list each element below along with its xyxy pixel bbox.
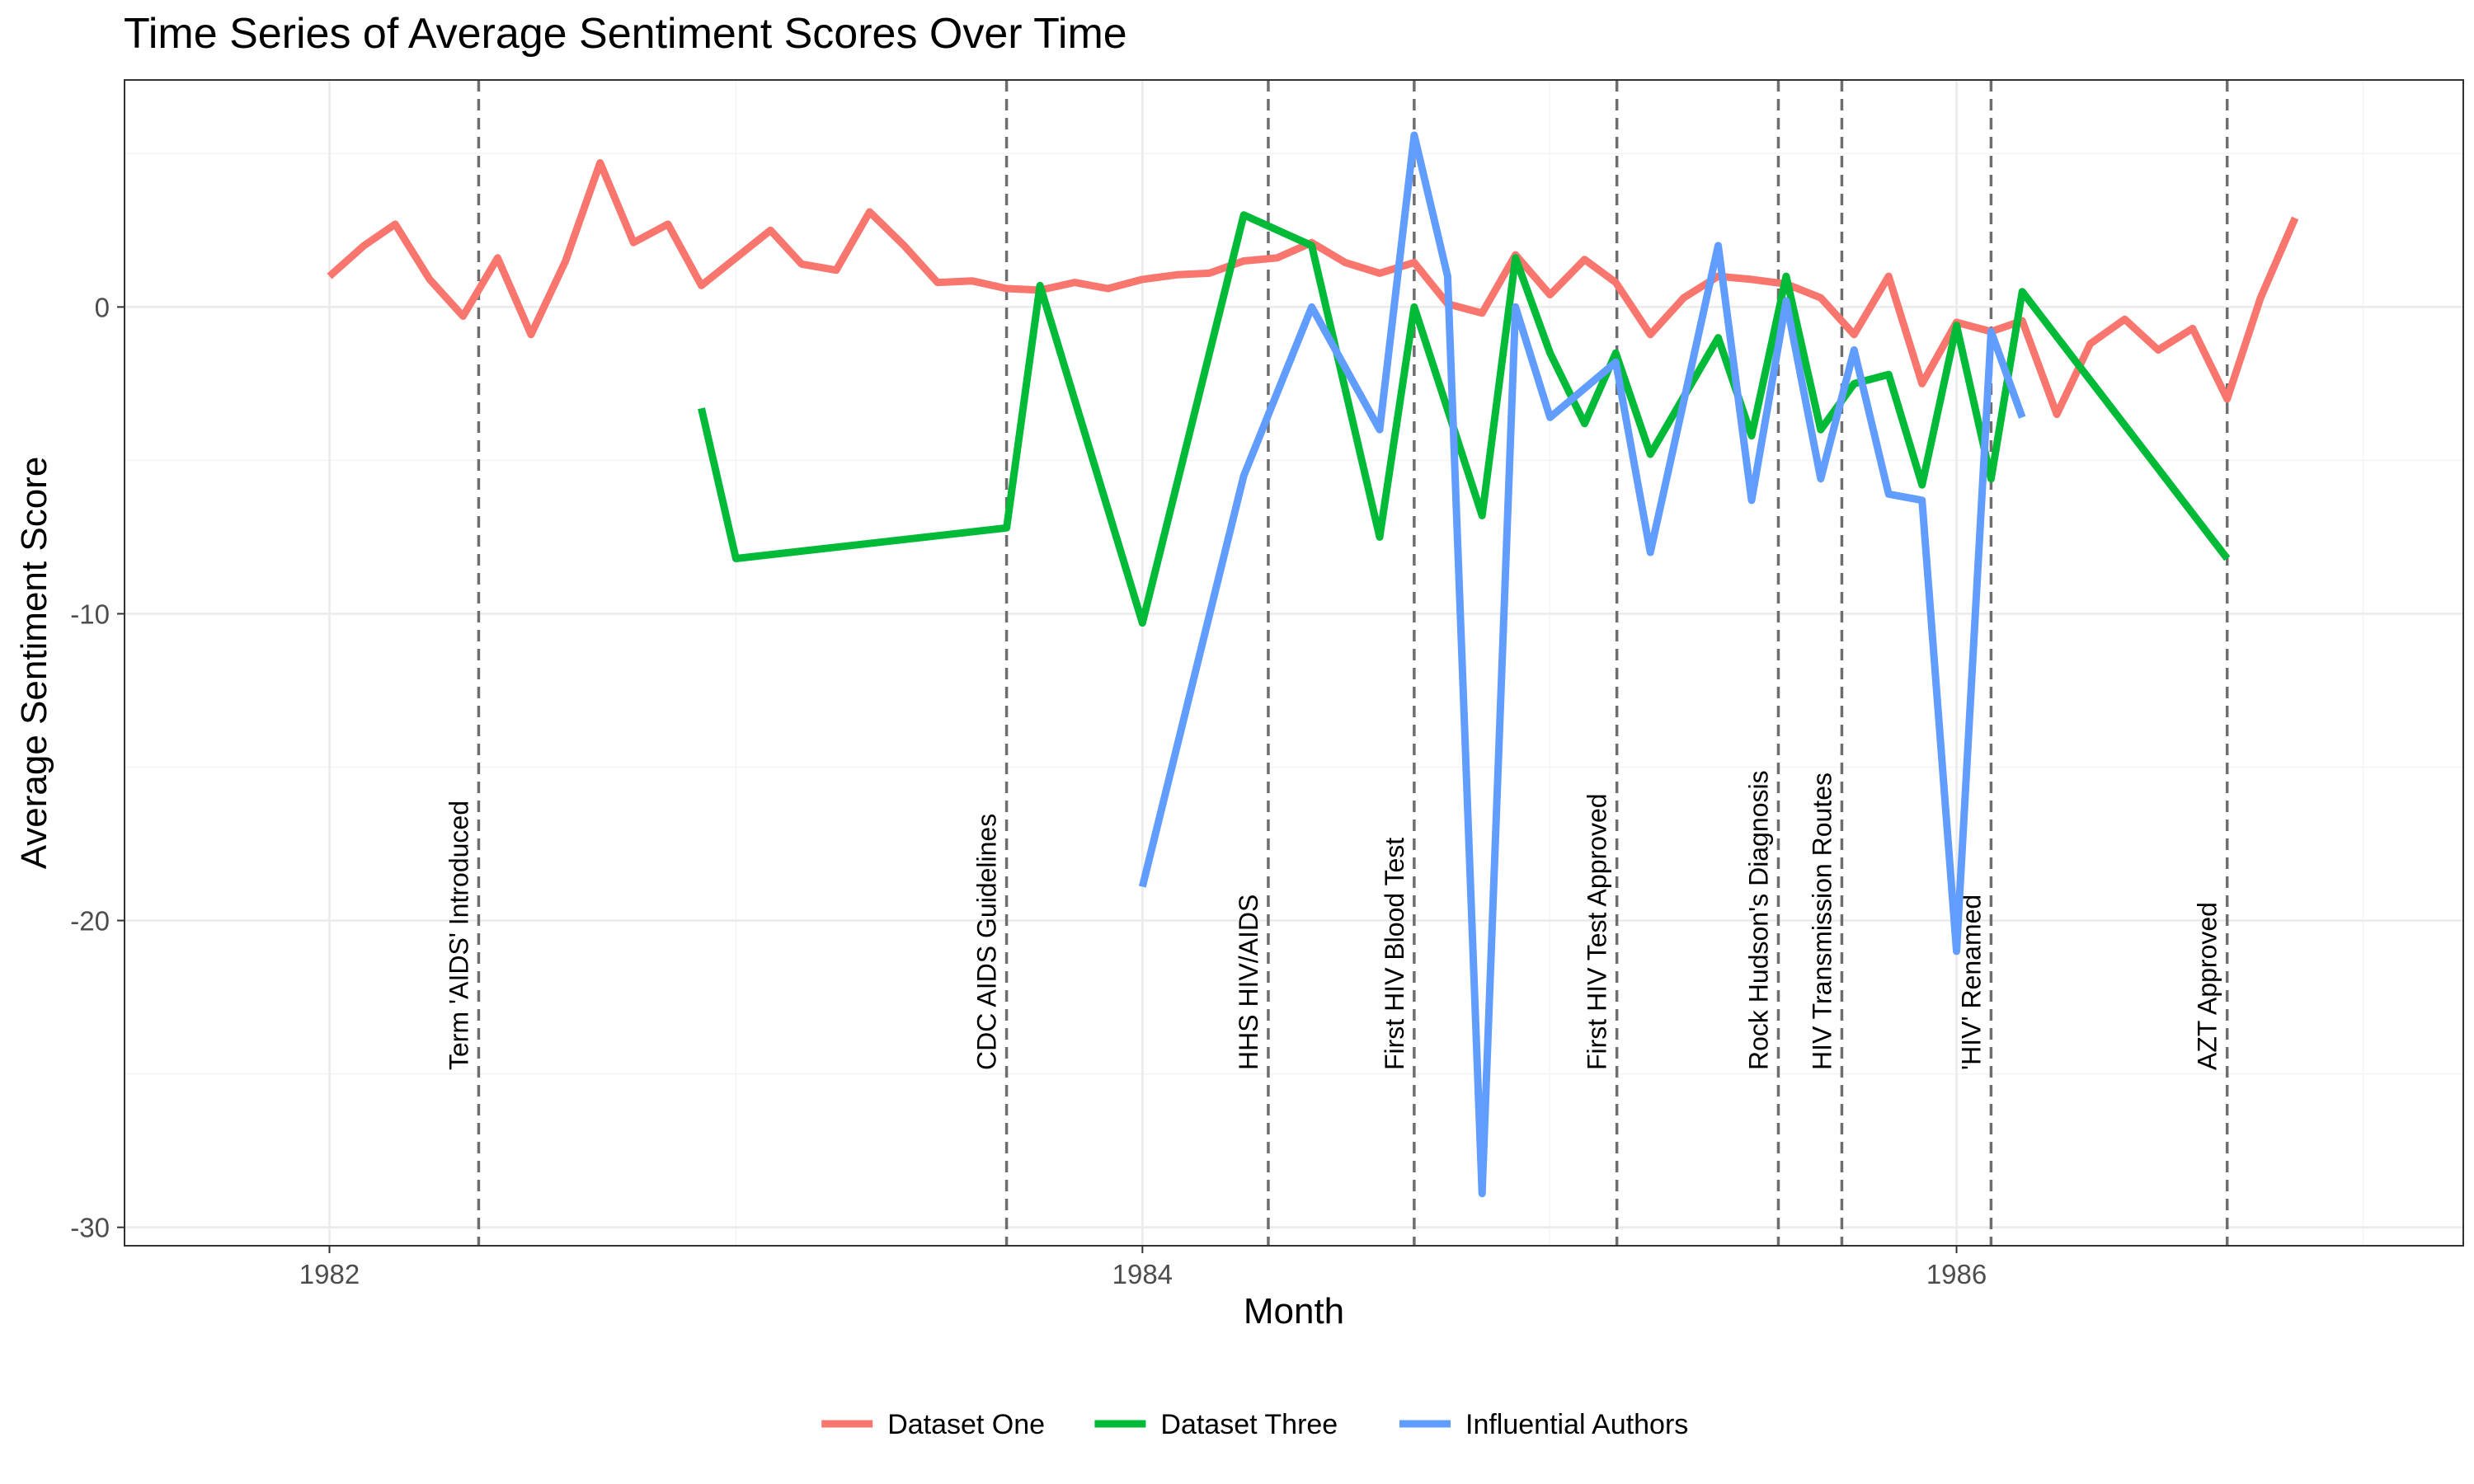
event-label: HHS HIV/AIDS <box>1234 895 1263 1070</box>
plot-panel-border <box>124 79 2464 1247</box>
x-axis-title: Month <box>1244 1291 1344 1331</box>
x-tick-label: 1984 <box>1112 1259 1173 1289</box>
legend-item: Influential Authors <box>1399 1409 1688 1440</box>
y-tick-label: 0 <box>95 292 110 322</box>
y-tick-label: -30 <box>70 1213 110 1243</box>
chart-title: Time Series of Average Sentiment Scores … <box>124 10 1127 58</box>
y-tick-label: -20 <box>70 906 110 937</box>
x-tick-label: 1982 <box>299 1259 360 1289</box>
legend: Dataset One Dataset Three Influential Auth… <box>821 1409 1688 1440</box>
x-tick-label: 1986 <box>1926 1259 1987 1289</box>
event-label: First HIV Blood Test <box>1380 838 1409 1070</box>
event-label: Term 'AIDS' Introduced <box>444 801 473 1070</box>
legend-item: Dataset Three <box>1094 1409 1338 1440</box>
event-label: HIV Transmission Routes <box>1807 773 1837 1070</box>
series-line <box>698 211 2231 627</box>
legend-label: Influential Authors <box>1465 1409 1688 1440</box>
legend-item: Dataset One <box>821 1409 1045 1440</box>
event-label: AZT Approved <box>2193 902 2222 1070</box>
event-markers: Term 'AIDS' Introduced CDC AIDS Guideline… <box>444 80 2229 1246</box>
series-line <box>1138 131 2026 1198</box>
series-lines <box>327 131 2299 1198</box>
grid <box>125 80 2463 1246</box>
y-tick-label: -10 <box>70 599 110 629</box>
y-axis-ticks: 0 -10 -20 -30 <box>70 292 125 1243</box>
legend-label: Dataset Three <box>1160 1409 1338 1440</box>
event-label: Rock Hudson's Diagnosis <box>1743 770 1773 1070</box>
event-label: First HIV Test Approved <box>1583 793 1612 1070</box>
event-label: CDC AIDS Guidelines <box>972 814 1002 1070</box>
y-axis-title: Average Sentiment Score <box>14 457 54 870</box>
x-axis-ticks: 1982 1984 1986 <box>299 1246 1987 1289</box>
legend-label: Dataset One <box>887 1409 1045 1440</box>
